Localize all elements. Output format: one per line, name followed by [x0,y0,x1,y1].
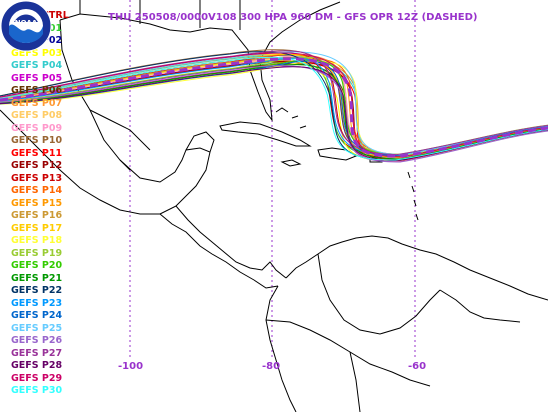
islands-bahamas [275,107,307,129]
noaa-logo: NOAA [0,0,52,52]
ensemble-contours [0,49,548,163]
legend-item: GEFS P21 [11,272,63,284]
legend-item: GEFS P05 [11,72,63,84]
coast-mexico-east [59,19,211,207]
legend-item: GEFS P27 [11,347,63,359]
legend-item: GEFS P29 [11,372,63,384]
legend-item: GEFS P14 [11,185,63,196]
borders-us-states [79,0,241,30]
border-colombia-venezuela [317,253,441,335]
legend-item: GEFS P09 [11,122,63,134]
legend-item: GEFS P15 [11,197,63,209]
legend-item: GEFS P23 [11,297,63,309]
coast-south-america-west [265,285,297,412]
legend-item: GEFS P03 [11,47,63,59]
noaa-logo-text: NOAA [15,19,38,27]
coast-south-america-north [285,235,548,301]
coast-mexico-west [0,109,160,215]
legend-item: GEFS P24 [11,310,63,321]
legend-item: GEFS P10 [11,135,63,146]
legend-item: GEFS P19 [11,247,63,259]
opr-dashed-contour [0,57,548,158]
contour-line [0,56,548,161]
legend-item: GEFS P28 [11,360,63,371]
legend-item: GEFS P18 [11,235,63,246]
legend-item: GEFS P20 [11,260,63,271]
legend-item: GEFS P16 [11,210,63,221]
noaa-logo-wave [9,24,43,43]
border-peru-brazil [265,319,431,387]
legend-item: GEFS P13 [11,172,63,184]
noaa-logo-bird [14,14,38,22]
lon-label-minus-80: -80 [262,361,281,372]
map-title: THU 250508/0000V108 300 HPA 960 DM - GFS… [108,12,478,23]
legend-item: GEFS P26 [11,335,63,346]
legend-item: GEFS P12 [11,160,63,171]
legend-item: GEFS P08 [11,110,63,121]
border-guianas [439,289,521,323]
contour-line [0,66,548,161]
contour-line [0,51,548,156]
legend-item: GEFS P06 [11,85,63,96]
coast-central-america [159,205,287,279]
island-jamaica [280,159,302,167]
island-cuba [219,121,312,147]
coast-us-gulf [59,1,341,122]
contour-line [0,55,548,155]
lon-label-minus-100: -100 [118,361,144,372]
coast-central-america-pacific [159,213,279,289]
islands-lesser-antilles [407,171,419,221]
legend-item: GEFS P07 [11,97,63,109]
contour-line [0,65,548,163]
legend-item: GEFS P22 [11,285,63,296]
legend-item: GEFS P25 [11,322,63,334]
island-hispaniola [317,147,358,161]
contour-line [0,56,548,155]
legend-item: GEFS P17 [11,222,63,234]
yucatan [185,131,215,153]
borders-mexico [89,109,151,171]
legend-item: GEFS P30 [11,385,63,396]
contour-line [0,54,548,156]
contour-line [0,58,548,156]
legend-item: GEFS P11 [11,147,63,159]
legend-item: GEFS P04 [11,60,63,71]
border-brazil-bolivia [349,351,361,412]
lon-label-minus-60: -60 [408,361,427,372]
contour-line [0,55,548,156]
